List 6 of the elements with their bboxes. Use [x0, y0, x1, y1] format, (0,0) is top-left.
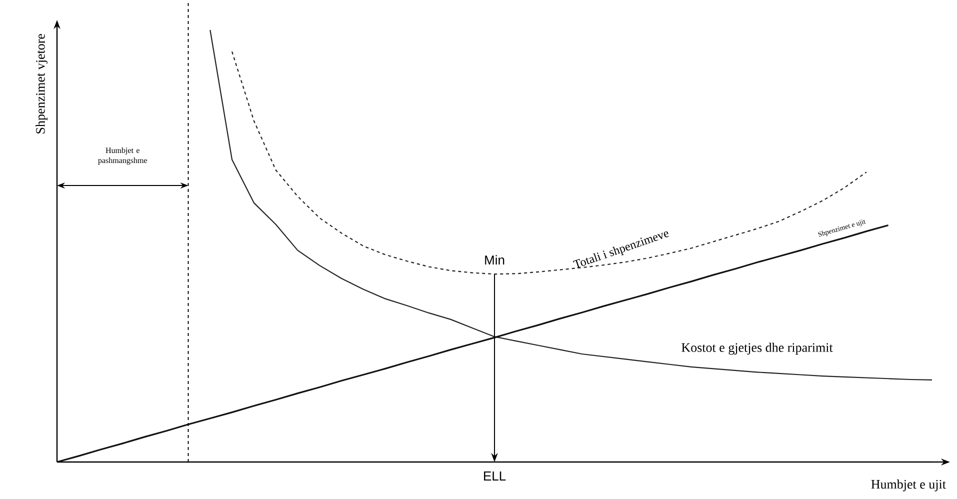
text: ELL: [484, 472, 506, 480]
x-axis-title: Humbjet e ujit: [871, 480, 946, 492]
annotation: Humbjet e pashmangshme: [98, 147, 148, 165]
annotation: Min: [485, 255, 504, 265]
series-label: Kostot e gjetjes dhe riparimit: [682, 342, 833, 355]
y-axis-title: Shpenzimet vjetore: [36, 34, 48, 134]
